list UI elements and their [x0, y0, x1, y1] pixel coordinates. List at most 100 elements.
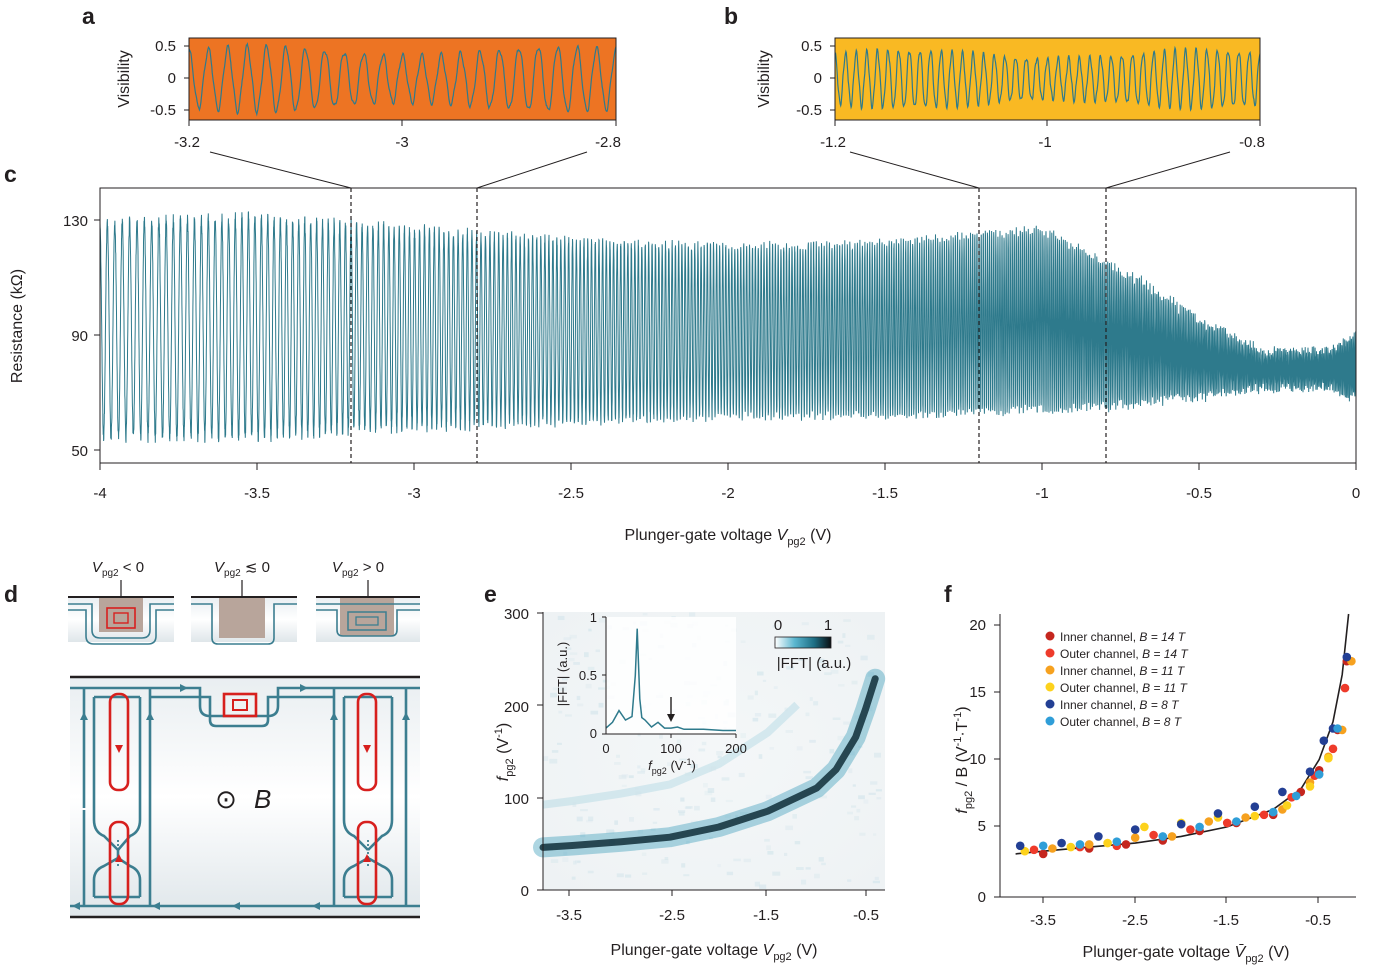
heatmap-noise [725, 749, 734, 753]
heatmap-noise [796, 867, 804, 870]
heatmap-noise [832, 717, 841, 720]
heatmap-noise [694, 805, 700, 811]
heatmap-noise [767, 851, 774, 855]
data-point [1057, 838, 1066, 848]
data-point [1342, 652, 1352, 662]
data-point [1319, 736, 1329, 745]
panel-c-ytick: 130 [63, 213, 88, 230]
panel-c-ytick: 50 [71, 443, 88, 460]
data-point [1333, 724, 1342, 733]
panel-c-xtick: -3.5 [244, 485, 270, 502]
heatmap-noise [573, 860, 577, 865]
panel-b-ytick: 0 [814, 70, 822, 87]
heatmap-noise [733, 858, 741, 862]
heatmap-noise [873, 833, 877, 836]
data-point [1186, 825, 1195, 834]
heatmap-noise [765, 794, 772, 799]
heatmap-noise [577, 703, 584, 707]
heatmap-noise [754, 713, 762, 717]
heatmap-noise [543, 756, 549, 761]
panel-c-xtick: -2 [721, 485, 734, 502]
colorbar-label: |FFT| (a.u.) [777, 655, 851, 672]
panel-e-ytick: 0 [521, 883, 529, 900]
data-point [1029, 845, 1039, 855]
heatmap-noise [569, 634, 577, 639]
heatmap-noise [606, 829, 615, 834]
heatmap-noise [569, 652, 578, 655]
heatmap-noise [690, 764, 698, 769]
panel-a-trace [188, 41, 617, 117]
panel-c-xtick: -4 [93, 485, 106, 502]
heatmap-noise [837, 640, 844, 644]
panel-a-ylabel: Visibility [116, 50, 133, 108]
data-point [1340, 683, 1350, 693]
heatmap-noise [550, 859, 559, 863]
heatmap-noise [563, 851, 568, 855]
heatmap-noise [562, 857, 569, 862]
panel-b-ylabel: Visibility [756, 50, 773, 108]
panel-b-xtick: -1 [1038, 134, 1051, 151]
heatmap-noise [747, 695, 754, 700]
panel-c-xtick: -2.5 [558, 485, 584, 502]
heatmap-noise [717, 755, 722, 759]
heatmap-noise [577, 860, 581, 863]
data-point [1250, 802, 1260, 811]
heatmap-noise [551, 750, 559, 753]
heatmap-noise [558, 710, 563, 714]
heatmap-noise [863, 799, 869, 804]
heatmap-noise [847, 879, 852, 882]
heatmap-noise [618, 775, 627, 780]
data-point [1048, 844, 1057, 853]
panel-b-xtick: -1.2 [820, 134, 846, 151]
panel-e-xtick: -0.5 [853, 907, 879, 924]
heatmap-noise [854, 715, 863, 720]
heatmap-noise [614, 762, 621, 765]
heatmap-noise [819, 795, 828, 799]
colorbar-tick: 0 [774, 617, 782, 634]
heatmap-noise [858, 795, 865, 800]
heatmap-noise [642, 872, 648, 875]
panel-c-xtick: -1 [1035, 485, 1048, 502]
panel-f-ylabel: fpg2 / B (V-1·T-1) [952, 706, 975, 813]
heatmap-noise [565, 714, 572, 717]
heatmap-noise [667, 762, 673, 767]
data-point [1130, 825, 1140, 834]
interferometer-schematic: ⊙ B [70, 675, 420, 919]
heatmap-noise [598, 687, 605, 690]
data-point [1066, 842, 1076, 852]
heatmap-noise [550, 692, 557, 698]
panel-c-xtick: -0.5 [1186, 485, 1212, 502]
heatmap-noise [585, 683, 592, 689]
heatmap-noise [743, 858, 752, 863]
heatmap-noise [820, 665, 828, 669]
heatmap-noise [642, 613, 648, 616]
data-point [1232, 817, 1241, 826]
heatmap-noise [785, 825, 794, 831]
heatmap-noise [549, 758, 558, 764]
heatmap-noise [849, 751, 855, 756]
heatmap-noise [868, 792, 876, 795]
panel-label-f: f [944, 581, 952, 607]
data-point [1204, 817, 1214, 826]
heatmap-noise [716, 751, 724, 756]
magnetic-field-symbol: ⊙ [215, 784, 237, 814]
data-point [1094, 832, 1103, 841]
magnetic-field-label: B [254, 784, 271, 814]
data-point [1291, 791, 1301, 801]
heatmap-noise [664, 857, 669, 860]
scatter-points [1015, 652, 1356, 859]
legend-marker [1045, 648, 1055, 658]
heatmap-noise [653, 808, 660, 811]
data-point [1278, 787, 1287, 797]
heatmap-noise [580, 809, 588, 812]
heatmap-noise [874, 876, 879, 880]
heatmap-noise [725, 799, 733, 803]
legend-entry: Inner channel, B = 14 T [1060, 630, 1187, 644]
legend-marker [1045, 716, 1055, 726]
heatmap-noise [870, 781, 878, 785]
fft-inset: 1 0.5 0 0 100 200 |FFT| (a.u.) fpg2 (V-1… [555, 610, 747, 776]
heatmap-harmonic [542, 701, 800, 809]
data-point [1250, 811, 1260, 821]
panel-e-xtick: -2.5 [659, 907, 685, 924]
legend-entry: Outer channel, B = 11 T [1060, 681, 1189, 695]
